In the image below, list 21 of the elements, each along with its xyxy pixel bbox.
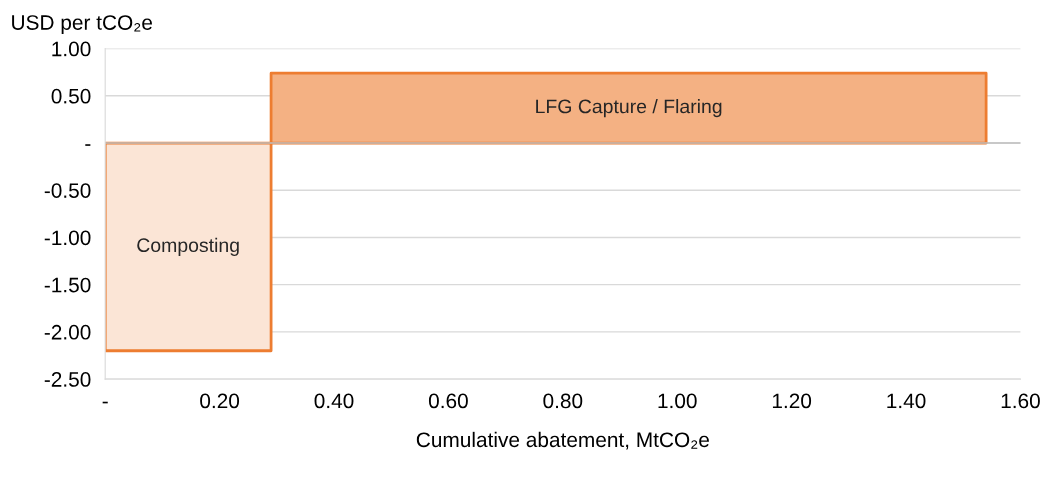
x-tick-label: 1.60 <box>1001 393 1040 409</box>
y-tick-label: -2.00 <box>44 324 91 340</box>
x-tick-label: 1.00 <box>658 393 697 409</box>
y-tick-label: 0.50 <box>51 88 91 104</box>
x-tick-label: 0.40 <box>314 393 354 409</box>
x-tick-label: 0.80 <box>543 393 583 409</box>
x-tick-label: - <box>102 401 108 404</box>
y-tick-label: -1.50 <box>44 277 91 293</box>
y-tick-label: -0.50 <box>44 183 91 198</box>
series-label: LFG Capture / Flaring <box>536 99 722 118</box>
y-axis-title: USD per tCO₂e <box>12 15 152 34</box>
y-tick-label: -1.00 <box>44 230 91 246</box>
y-tick-label: -2.50 <box>44 372 91 387</box>
x-axis-title: Cumulative abatement, MtCO₂e <box>416 431 709 450</box>
y-tick-label: - <box>85 144 91 146</box>
x-tick-label: 1.40 <box>887 393 926 409</box>
y-tick-label: 1.00 <box>52 41 91 57</box>
series-label: Composting <box>137 237 239 256</box>
x-tick-label: 0.60 <box>428 393 468 409</box>
x-tick-label: 1.20 <box>772 393 812 409</box>
x-tick-label: 0.20 <box>200 393 240 409</box>
